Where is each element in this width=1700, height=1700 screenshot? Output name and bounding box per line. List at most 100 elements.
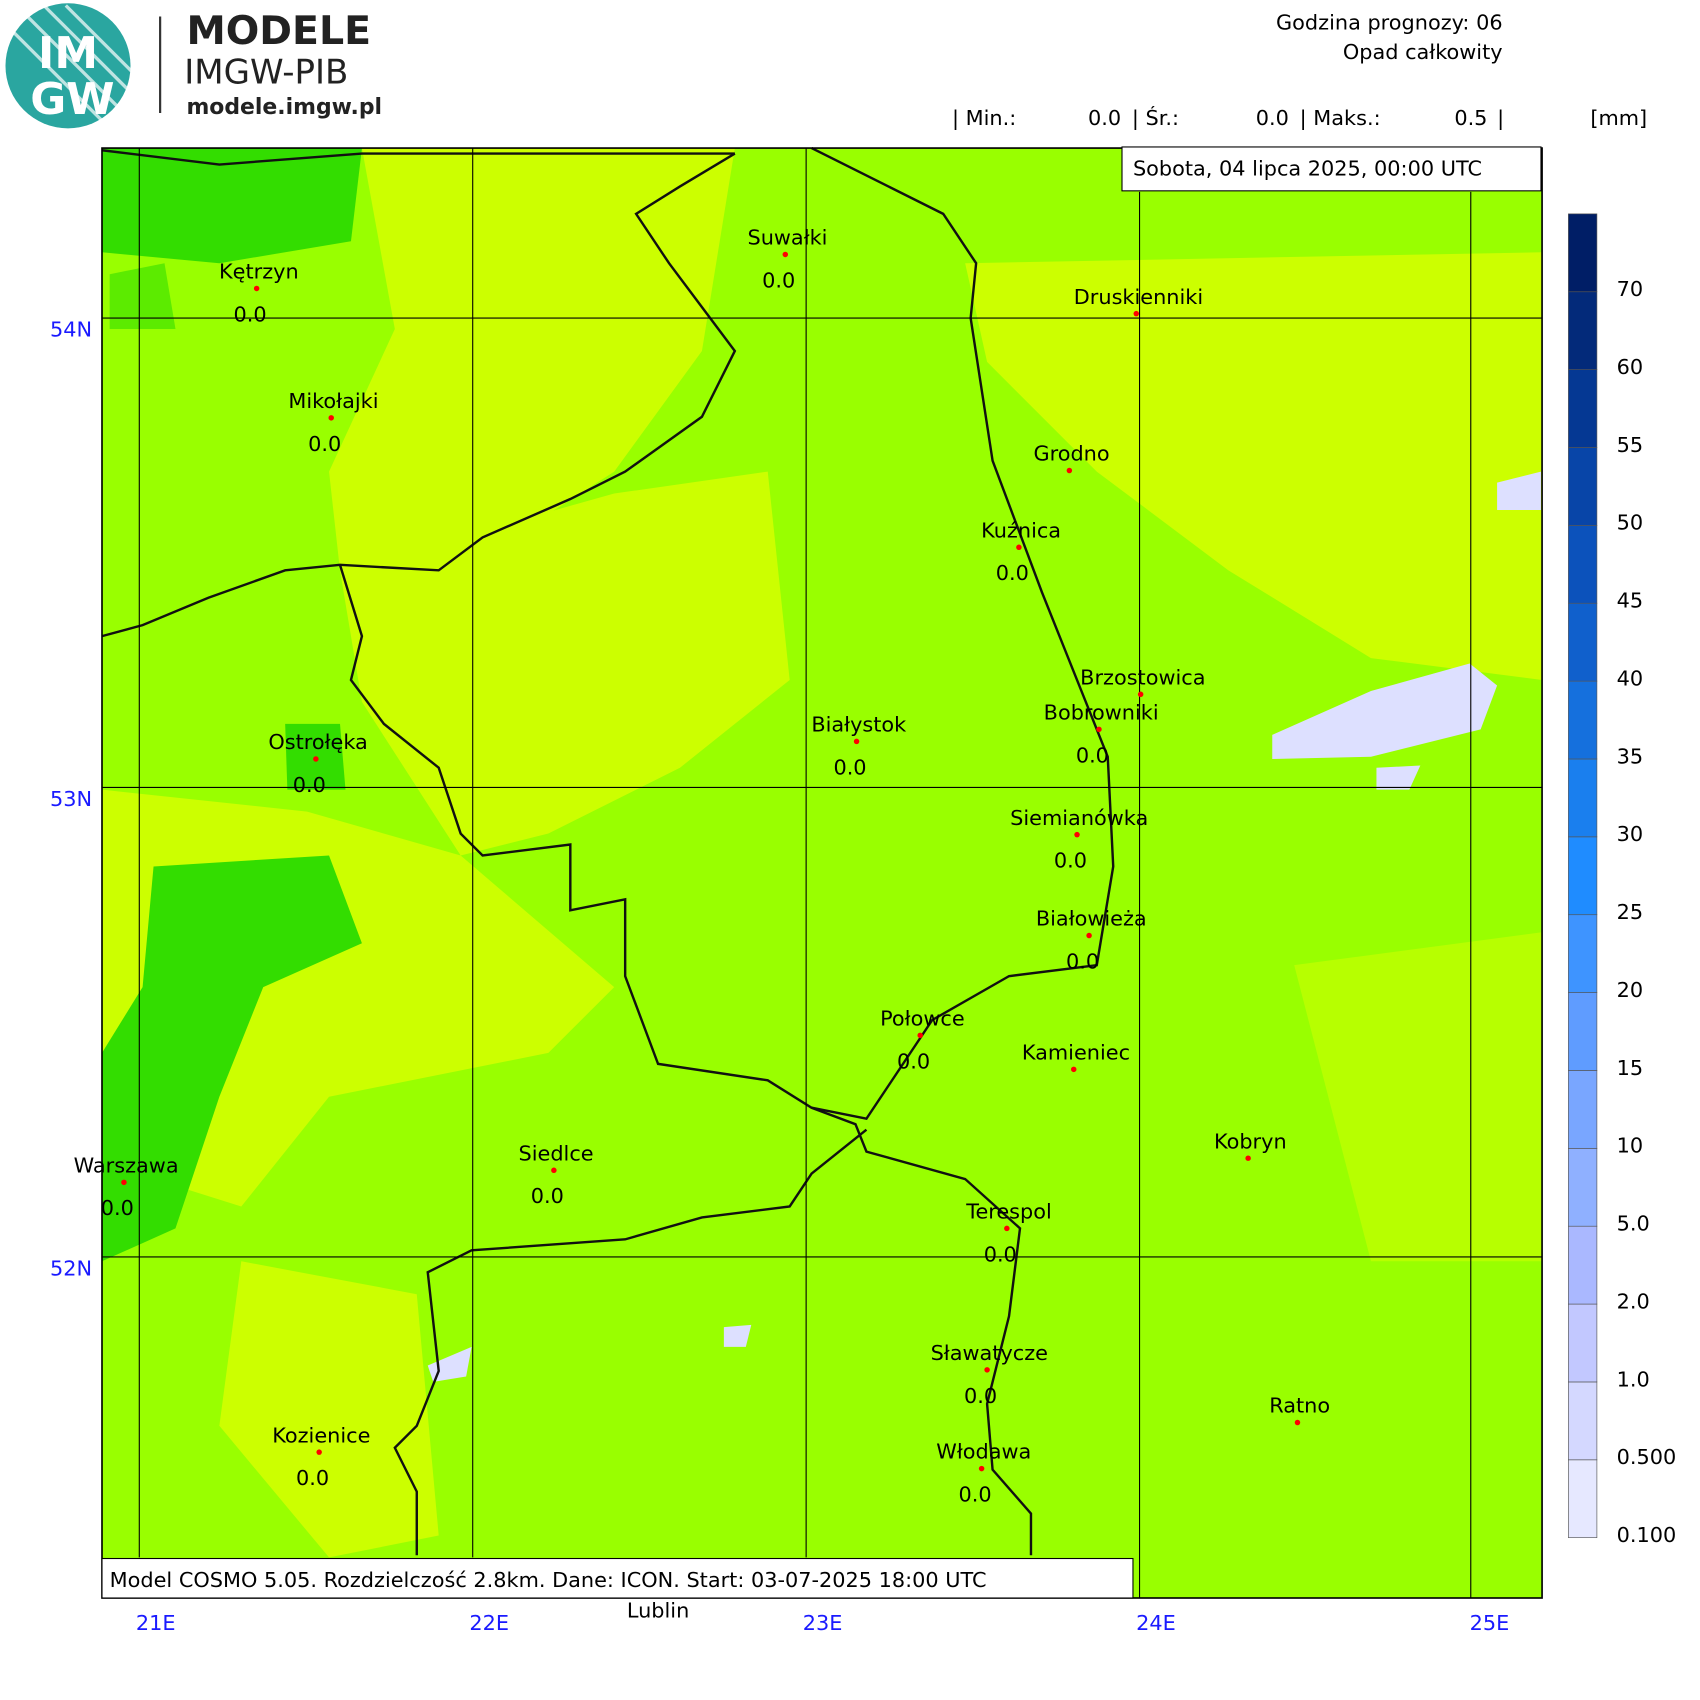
- city-value: 0.0: [964, 1384, 997, 1408]
- org: IMGW-PIB: [184, 52, 348, 92]
- city-name: Ostrołęka: [268, 730, 367, 754]
- date-label: Sobota, 04 lipca 2025, 00:00 UTC: [1133, 156, 1482, 180]
- city-name: Suwałki: [747, 226, 827, 250]
- city-name: Druskienniki: [1074, 285, 1203, 309]
- colorbar-box: [1568, 291, 1598, 370]
- footer: Model COSMO 5.05. Rozdzielczość 2.8km. D…: [110, 1568, 987, 1592]
- city-name: Grodno: [1033, 442, 1109, 466]
- colorbar-box: [1568, 1459, 1598, 1539]
- colorbar-box: [1568, 1381, 1598, 1461]
- city-name: Warszawa: [74, 1153, 179, 1177]
- city-value: 0.0: [897, 1049, 930, 1073]
- colorbar-label: 0.500: [1617, 1445, 1677, 1469]
- city-dot: [1071, 1066, 1077, 1073]
- colorbar-label: 70: [1617, 277, 1644, 301]
- lon-label: 21E: [136, 1611, 176, 1635]
- colorbar-label: 5.0: [1617, 1212, 1650, 1236]
- city-dot: [1137, 691, 1144, 697]
- lon-label: 23E: [803, 1611, 843, 1635]
- city-name: Białowieża: [1036, 907, 1147, 931]
- city-dot: [328, 415, 334, 421]
- city-dot: [1016, 544, 1022, 551]
- city-value: 0.0: [296, 1466, 329, 1490]
- city-dot: [313, 756, 319, 762]
- city-dot: [1074, 831, 1080, 838]
- city-dot: [253, 285, 260, 292]
- lat-label: 53N: [50, 787, 92, 811]
- city-dot: [1133, 310, 1139, 317]
- colorbar-box: [1568, 1070, 1598, 1149]
- city-name: Sławatycze: [931, 1341, 1048, 1365]
- site: modele.imgw.pl: [186, 95, 382, 120]
- lat-label: 52N: [50, 1257, 92, 1281]
- city-value: 0.0: [101, 1196, 134, 1220]
- stat-label: | Maks.:: [1300, 106, 1381, 131]
- city-name: Kętrzyn: [219, 260, 299, 284]
- lat-label: 54N: [50, 318, 92, 342]
- city-name: Mikołajki: [288, 389, 378, 413]
- city-name: Siedlce: [519, 1141, 594, 1165]
- stat-value: 0.0: [1088, 106, 1121, 130]
- city-value: 0.0: [1054, 849, 1087, 873]
- city-dot: [1004, 1225, 1010, 1232]
- city-dot: [853, 738, 860, 745]
- city-dot: [1066, 467, 1073, 474]
- colorbar-box: [1568, 525, 1598, 604]
- colorbar-box: [1568, 602, 1598, 682]
- stat-label: |: [1497, 106, 1504, 131]
- city-name: Kobryn: [1214, 1129, 1287, 1153]
- colorbar-box: [1568, 1147, 1598, 1227]
- city-value: 0.0: [1066, 949, 1099, 973]
- logo-text: IM: [38, 28, 98, 79]
- colorbar-label: 60: [1617, 355, 1644, 379]
- lon-label: 24E: [1136, 1611, 1176, 1635]
- colorbar-label: 45: [1617, 589, 1644, 613]
- city-name: Kamieniec: [1022, 1040, 1130, 1064]
- city-value: 0.0: [984, 1242, 1017, 1266]
- stat-label: | Min.:: [952, 106, 1016, 131]
- city-dot: [984, 1367, 990, 1373]
- forecast-hour: Godzina prognozy: 06: [1276, 11, 1503, 35]
- colorbar-label: 50: [1617, 511, 1644, 535]
- colorbar-box: [1568, 1303, 1598, 1383]
- city-dot: [121, 1179, 127, 1186]
- city-value: 0.0: [531, 1184, 564, 1208]
- city-value: 0.0: [308, 432, 341, 456]
- lon-label: 25E: [1470, 1611, 1510, 1635]
- colorbar-label: 15: [1617, 1056, 1644, 1080]
- city-value: 0.0: [958, 1482, 991, 1506]
- city-name: Ratno: [1269, 1394, 1330, 1418]
- colorbar-box: [1568, 680, 1598, 760]
- map: Sobota, 04 lipca 2025, 00:00 UTC Model C…: [101, 146, 1543, 1599]
- city-value: 0.0: [762, 268, 795, 292]
- city-value: 0.0: [234, 302, 267, 326]
- city-name: Terespol: [965, 1200, 1052, 1224]
- city-name: Bobrowniki: [1044, 700, 1159, 724]
- colorbar-box: [1568, 213, 1598, 293]
- city-value: 0.0: [1076, 743, 1109, 767]
- colorbar-label: 55: [1617, 433, 1644, 457]
- brand: MODELE: [186, 8, 371, 54]
- logo-text: GW: [30, 74, 114, 125]
- stat-value: 0.0: [1256, 106, 1289, 130]
- city-name: Białystok: [811, 713, 906, 737]
- city-name: Kuźnica: [981, 518, 1061, 542]
- city-name: Połowce: [880, 1006, 965, 1030]
- city-name: Brzostowica: [1080, 665, 1205, 689]
- colorbar-label: 30: [1617, 822, 1644, 846]
- stat-value: 0.5: [1454, 106, 1487, 130]
- colorbar-box: [1568, 758, 1598, 838]
- colorbar-box: [1568, 914, 1598, 993]
- city-dot: [1096, 726, 1102, 733]
- city-value: 0.0: [833, 755, 866, 779]
- city-dot: [1086, 932, 1092, 939]
- city-dot: [978, 1465, 985, 1472]
- field-name: Opad całkowity: [1343, 40, 1503, 64]
- colorbar-label: 10: [1617, 1134, 1644, 1158]
- city-dot: [917, 1032, 923, 1039]
- city-dot: [1294, 1419, 1301, 1426]
- colorbar-box: [1568, 836, 1598, 916]
- city-name: Włodawa: [936, 1440, 1031, 1464]
- city-dot: [1245, 1155, 1251, 1161]
